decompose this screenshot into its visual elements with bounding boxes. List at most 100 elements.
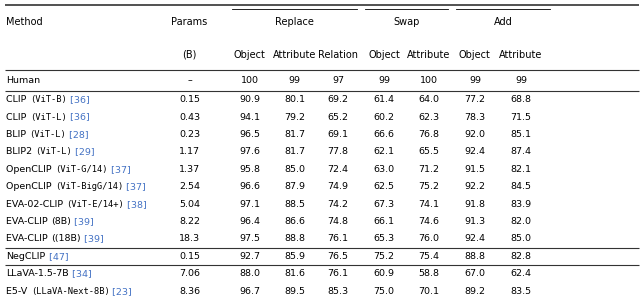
Text: 67.0: 67.0: [465, 269, 485, 278]
Text: Replace: Replace: [275, 17, 314, 27]
Text: CLIP: CLIP: [6, 112, 30, 122]
Text: 61.4: 61.4: [374, 95, 394, 104]
Text: 2.54: 2.54: [179, 182, 200, 191]
Text: [28]: [28]: [67, 130, 89, 139]
Text: 85.1: 85.1: [511, 130, 531, 139]
Text: 62.4: 62.4: [511, 269, 531, 278]
Text: 88.5: 88.5: [284, 200, 305, 209]
Text: 81.7: 81.7: [284, 147, 305, 156]
Text: 71.5: 71.5: [511, 112, 531, 122]
Text: 76.1: 76.1: [328, 269, 348, 278]
Text: 96.4: 96.4: [239, 217, 260, 226]
Text: 75.4: 75.4: [419, 252, 439, 261]
Text: 92.2: 92.2: [465, 182, 485, 191]
Text: 88.8: 88.8: [465, 252, 485, 261]
Text: 82.1: 82.1: [511, 165, 531, 174]
Text: 99: 99: [469, 76, 481, 85]
Text: 1.37: 1.37: [179, 165, 200, 174]
Text: 58.8: 58.8: [419, 269, 439, 278]
Text: 99: 99: [515, 76, 527, 85]
Text: 76.1: 76.1: [328, 235, 348, 244]
Text: 76.5: 76.5: [328, 252, 348, 261]
Text: 84.5: 84.5: [511, 182, 531, 191]
Text: 96.5: 96.5: [239, 130, 260, 139]
Text: 85.9: 85.9: [284, 252, 305, 261]
Text: BLIP2: BLIP2: [6, 147, 36, 156]
Text: 8.36: 8.36: [179, 287, 200, 296]
Text: 75.2: 75.2: [419, 182, 439, 191]
Text: OpenCLIP: OpenCLIP: [6, 182, 55, 191]
Text: (ViT-L): (ViT-L): [30, 112, 67, 122]
Text: 7.06: 7.06: [179, 269, 200, 278]
Text: 85.3: 85.3: [327, 287, 349, 296]
Text: Object: Object: [368, 49, 400, 60]
Text: (ViT-L): (ViT-L): [36, 147, 72, 156]
Text: Add: Add: [494, 17, 513, 27]
Text: OpenCLIP: OpenCLIP: [6, 165, 55, 174]
Text: (B): (B): [182, 49, 196, 60]
Text: 97.5: 97.5: [239, 235, 260, 244]
Text: 0.15: 0.15: [179, 252, 200, 261]
Text: 0.15: 0.15: [179, 95, 200, 104]
Text: 83.5: 83.5: [510, 287, 532, 296]
Text: 71.2: 71.2: [419, 165, 439, 174]
Text: 97.1: 97.1: [239, 200, 260, 209]
Text: 94.1: 94.1: [239, 112, 260, 122]
Text: 100: 100: [241, 76, 259, 85]
Text: 78.3: 78.3: [464, 112, 486, 122]
Text: 88.0: 88.0: [239, 269, 260, 278]
Text: 67.3: 67.3: [373, 200, 395, 209]
Text: 60.2: 60.2: [374, 112, 394, 122]
Text: E5-V: E5-V: [6, 287, 31, 296]
Text: 95.8: 95.8: [239, 165, 260, 174]
Text: 82.0: 82.0: [511, 217, 531, 226]
Text: 62.3: 62.3: [418, 112, 440, 122]
Text: –: –: [187, 76, 192, 85]
Text: 92.0: 92.0: [465, 130, 485, 139]
Text: 65.5: 65.5: [419, 147, 439, 156]
Text: 85.0: 85.0: [284, 165, 305, 174]
Text: 70.1: 70.1: [419, 287, 439, 296]
Text: 65.3: 65.3: [373, 235, 395, 244]
Text: 74.8: 74.8: [328, 217, 348, 226]
Text: 96.6: 96.6: [239, 182, 260, 191]
Text: 74.9: 74.9: [328, 182, 348, 191]
Text: Attribute: Attribute: [499, 49, 543, 60]
Text: 81.6: 81.6: [284, 269, 305, 278]
Text: (ViT-L): (ViT-L): [29, 130, 67, 139]
Text: 75.2: 75.2: [374, 252, 394, 261]
Text: Attribute: Attribute: [273, 49, 316, 60]
Text: 1.17: 1.17: [179, 147, 200, 156]
Text: ((18B): ((18B): [51, 235, 81, 244]
Text: 99: 99: [378, 76, 390, 85]
Text: 0.23: 0.23: [179, 130, 200, 139]
Text: 92.4: 92.4: [465, 235, 485, 244]
Text: 89.5: 89.5: [284, 287, 305, 296]
Text: 76.8: 76.8: [419, 130, 439, 139]
Text: CLIP: CLIP: [6, 95, 30, 104]
Text: 69.1: 69.1: [328, 130, 348, 139]
Text: 60.9: 60.9: [374, 269, 394, 278]
Text: 88.8: 88.8: [284, 235, 305, 244]
Text: 74.6: 74.6: [419, 217, 439, 226]
Text: 99: 99: [289, 76, 300, 85]
Text: BLIP: BLIP: [6, 130, 29, 139]
Text: 77.2: 77.2: [465, 95, 485, 104]
Text: 18.3: 18.3: [179, 235, 200, 244]
Text: 76.0: 76.0: [419, 235, 439, 244]
Text: 90.9: 90.9: [239, 95, 260, 104]
Text: 100: 100: [420, 76, 438, 85]
Text: [38]: [38]: [124, 200, 147, 209]
Text: [34]: [34]: [69, 269, 92, 278]
Text: 66.1: 66.1: [374, 217, 394, 226]
Text: 64.0: 64.0: [419, 95, 439, 104]
Text: Swap: Swap: [393, 17, 420, 27]
Text: (ViT-BigG/14): (ViT-BigG/14): [55, 182, 124, 191]
Text: Object: Object: [234, 49, 266, 60]
Text: 75.0: 75.0: [374, 287, 394, 296]
Text: [23]: [23]: [109, 287, 132, 296]
Text: 91.8: 91.8: [465, 200, 485, 209]
Text: [47]: [47]: [45, 252, 68, 261]
Text: 0.43: 0.43: [179, 112, 200, 122]
Text: 97.6: 97.6: [239, 147, 260, 156]
